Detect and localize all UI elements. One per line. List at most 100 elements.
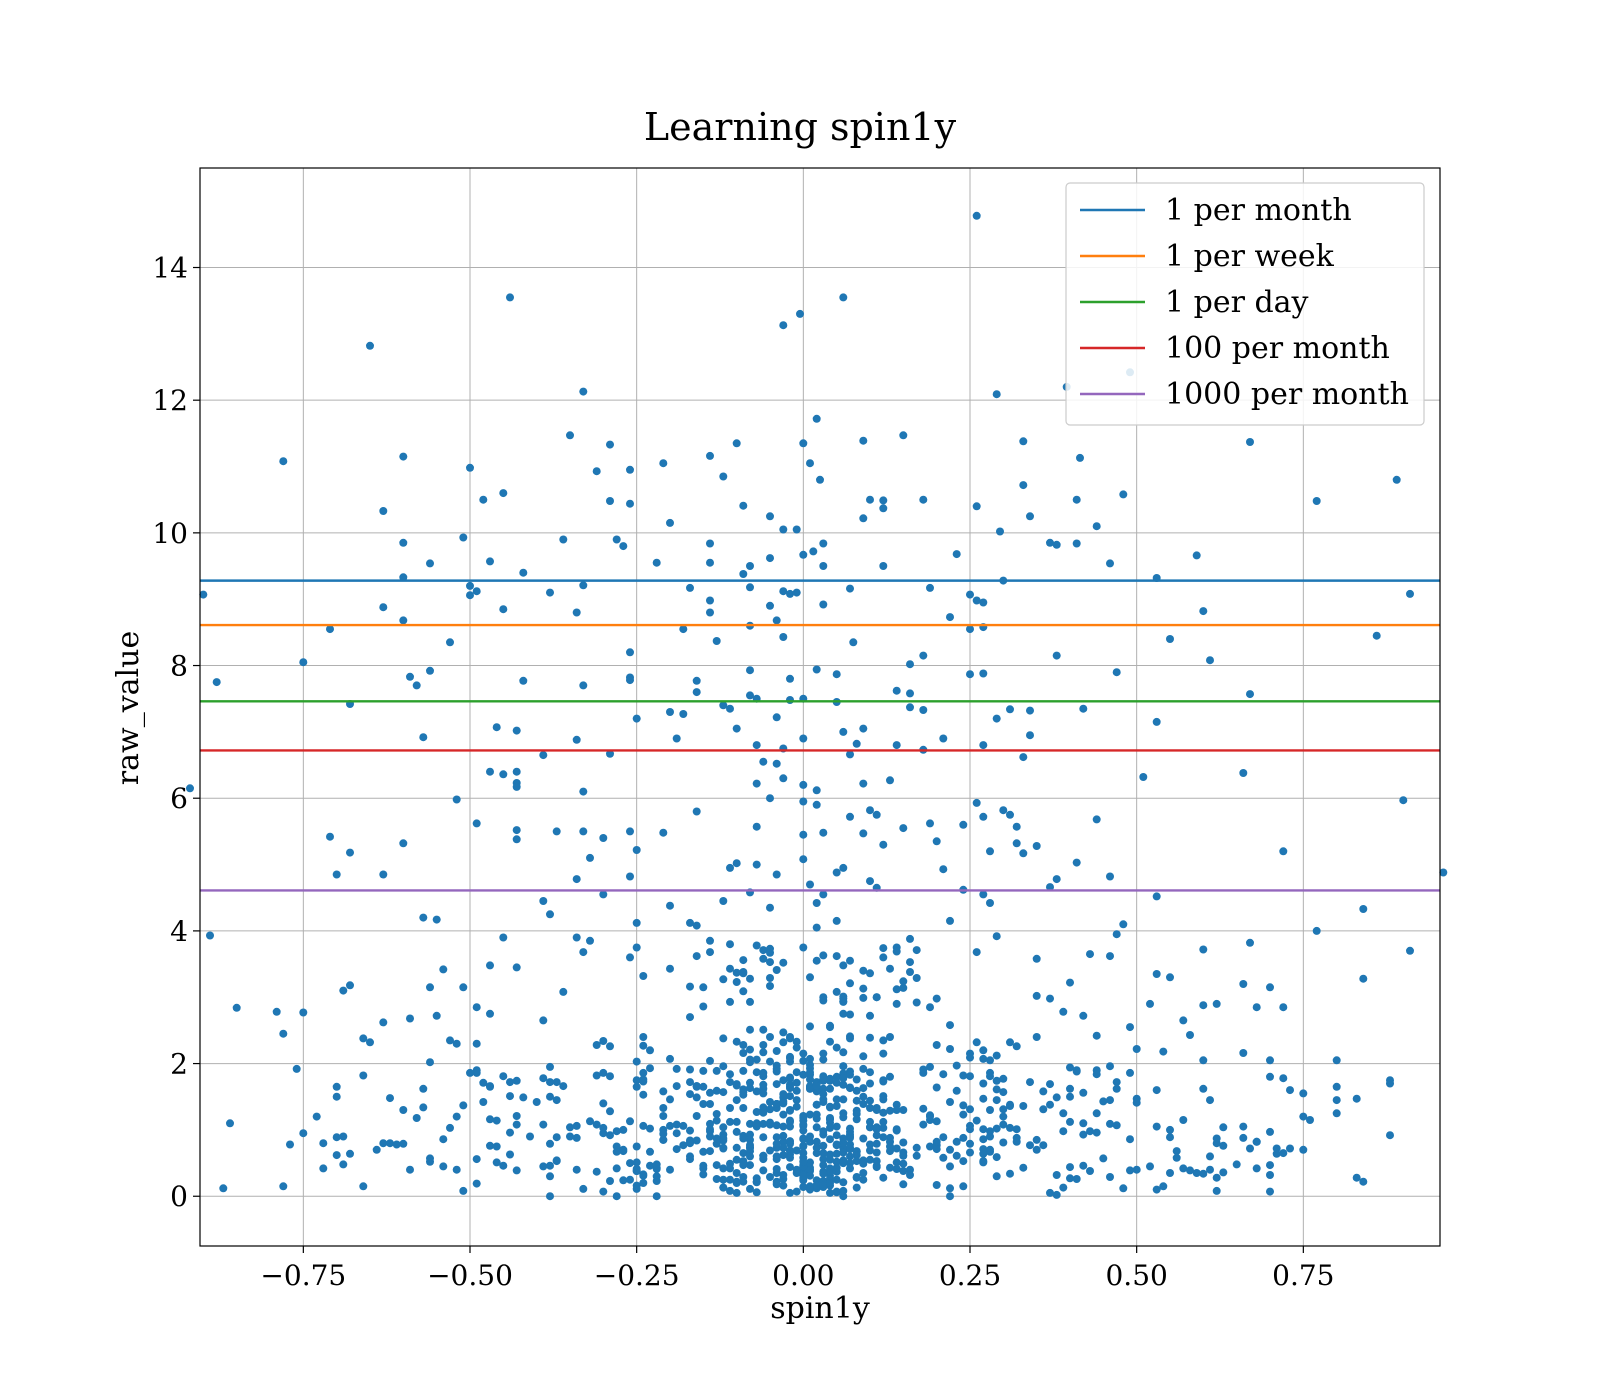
data-point [299,658,308,667]
data-point [932,994,941,1003]
data-point [779,1143,788,1152]
data-point [706,948,714,957]
data-point [799,1120,808,1129]
data-point [1306,1116,1314,1124]
data-point [1219,1168,1228,1177]
data-point [659,1129,668,1138]
data-point [826,1164,834,1173]
legend-label: 1 per week [1165,239,1335,274]
data-point [1059,1127,1068,1136]
data-point [826,1188,834,1197]
data-point [512,767,521,776]
data-point [832,1078,841,1087]
data-point [659,1087,668,1096]
data-point [806,1165,814,1174]
data-point [446,1123,454,1132]
data-point [866,1140,874,1149]
data-point [872,810,881,819]
data-point [652,1172,661,1181]
data-point [819,1155,828,1164]
data-point [786,1153,794,1162]
data-point [819,1055,828,1064]
data-point [999,1112,1008,1121]
data-point [626,1117,634,1126]
data-point [966,1148,974,1157]
data-point [412,1114,421,1122]
data-point [679,1121,688,1130]
data-point [506,1150,514,1159]
data-point [792,1096,801,1105]
data-point [699,1066,708,1075]
data-point [1146,1162,1154,1171]
data-point [906,958,914,967]
data-point [626,465,634,474]
data-point [866,877,874,886]
data-point [652,1160,661,1169]
data-point [1266,983,1274,992]
data-point [686,1090,694,1099]
data-point [506,1092,514,1101]
data-point [772,1139,781,1148]
data-point [1046,1080,1054,1089]
data-point [632,943,641,952]
data-point [766,601,774,610]
data-point [779,1028,788,1037]
data-point [279,1029,288,1038]
data-point [826,1155,834,1164]
data-point [419,1084,428,1093]
data-point [459,533,468,542]
data-point [846,812,854,821]
data-point [626,827,634,836]
data-point [619,1145,628,1154]
data-point [379,870,388,879]
data-point [366,341,374,350]
data-point [679,710,688,718]
data-point [746,1045,754,1054]
data-point [599,1123,608,1132]
data-point [606,1072,614,1081]
data-point [839,1178,848,1187]
data-point [892,947,901,956]
data-point [839,1113,848,1122]
data-point [692,1112,701,1120]
data-point [859,724,868,733]
data-point [899,1106,908,1114]
data-point [1286,1086,1294,1095]
data-point [966,1072,974,1081]
data-point [666,1054,674,1063]
data-point [732,1127,741,1136]
data-point [932,1137,941,1146]
data-point [846,1127,854,1136]
data-point [599,1037,608,1045]
data-point [806,1132,814,1141]
data-point [1132,1098,1141,1107]
data-point [772,1169,781,1177]
data-point [472,1068,481,1077]
data-point [486,1009,494,1018]
data-point [972,948,981,957]
data-point [719,1062,728,1071]
data-point [586,1117,594,1126]
data-point [826,1037,834,1046]
data-point [1239,1049,1248,1057]
data-point [1206,656,1214,665]
data-point [512,726,521,735]
data-point [1026,1078,1034,1087]
data-point [739,1090,748,1099]
data-point [786,1163,794,1172]
data-point [846,979,854,988]
data-point [452,795,461,804]
data-point [819,1074,828,1083]
data-point [852,1086,861,1095]
data-point [812,923,821,932]
data-point [766,958,774,967]
data-point [946,1162,954,1171]
data-point [866,969,874,978]
data-point [826,1123,834,1132]
data-point [772,1080,781,1089]
data-point [952,1137,961,1146]
data-point [1266,1171,1274,1179]
data-point [1392,475,1401,484]
data-point [1052,1093,1061,1102]
data-point [966,1139,974,1148]
